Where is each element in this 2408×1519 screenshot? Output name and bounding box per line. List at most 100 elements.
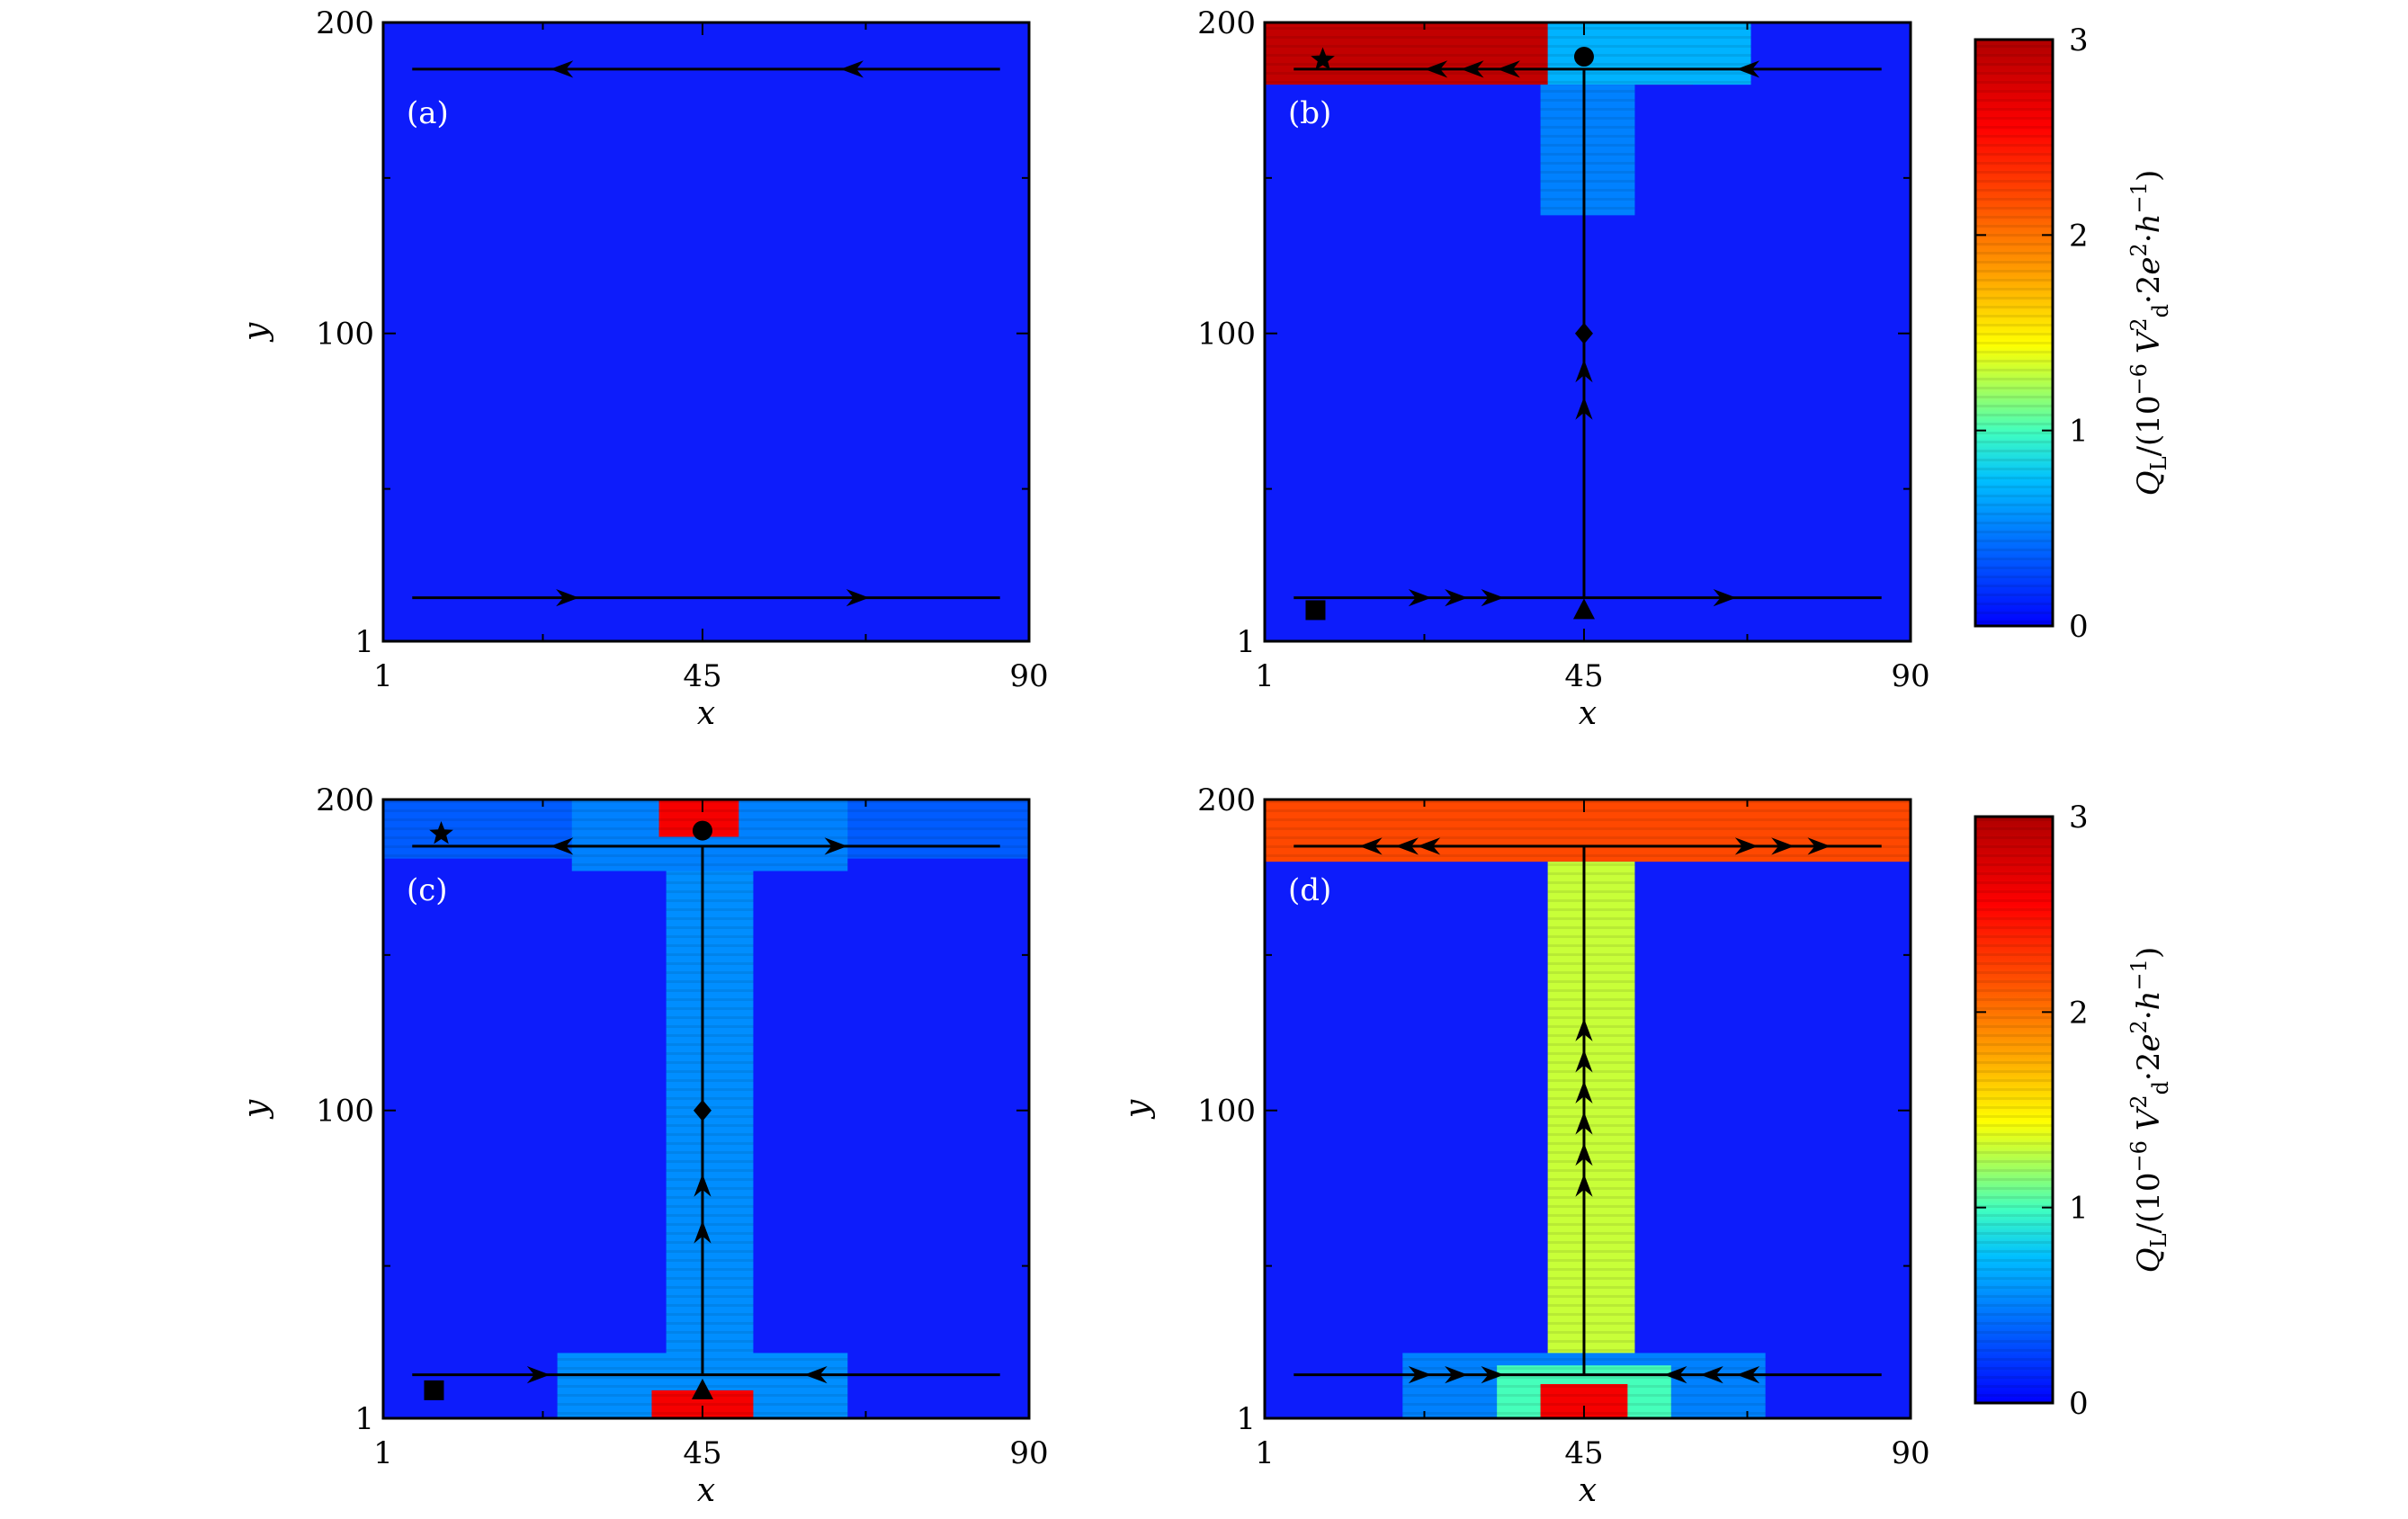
arrow-0-0 (550, 837, 574, 855)
arrow-0-2 (1497, 60, 1520, 78)
y-tick-label: 100 (316, 1094, 374, 1130)
panel-b: 1 45 90 1 100 200 x (b) (1197, 5, 1930, 732)
arrow-2-1 (1575, 1142, 1593, 1166)
panel-d: 1 45 90 1 100 200 x y (d) (1119, 782, 1930, 1509)
arrow-1-3 (1713, 588, 1737, 607)
x-axis-label: x (1579, 695, 1597, 732)
arrow-2-4 (1575, 1049, 1593, 1073)
colorbar-tick-label: 3 (2069, 22, 2089, 58)
colorbar-tick-label: 0 (2069, 609, 2089, 645)
arrow-0-5 (1807, 837, 1831, 855)
panel-label: (a) (407, 95, 449, 131)
arrow-0-0 (1359, 837, 1383, 855)
colorbar-tick-label: 1 (2069, 1191, 2089, 1227)
arrow-1-0 (556, 588, 579, 607)
arrow-1-0 (1408, 1365, 1432, 1384)
y-tick-label: 200 (1197, 5, 1256, 41)
x-tick-label: 1 (1255, 658, 1275, 694)
arrow-1-3 (1663, 1365, 1687, 1384)
arrow-2-1 (1575, 359, 1593, 383)
marker-circle (1573, 47, 1594, 67)
arrow-2-2 (1575, 1112, 1593, 1135)
x-tick-label: 1 (1255, 1435, 1275, 1471)
y-tick-label: 200 (1197, 782, 1256, 818)
y-tick-label: 200 (316, 5, 374, 41)
arrow-2-3 (1575, 1080, 1593, 1104)
colorbar-label: QL/(10−6 V2d·2e2·h−1) (2126, 947, 2173, 1273)
y-axis-label: y (237, 1099, 274, 1120)
colorbar-2: 0 1 2 3 QL/(10−6 V2d·2e2·h−1) (1974, 800, 2173, 1422)
arrow-2-1 (694, 1174, 712, 1197)
x-axis-label: x (1579, 1472, 1597, 1509)
arrow-1-2 (1481, 1365, 1505, 1384)
arrow-1-1 (1445, 1365, 1468, 1384)
arrow-1-0 (1408, 588, 1432, 607)
y-tick-label: 100 (316, 317, 374, 353)
arrow-0-1 (1460, 60, 1484, 78)
arrow-0-2 (1417, 837, 1441, 855)
arrow-0-1 (1395, 837, 1419, 855)
colorbar-tick-label: 2 (2069, 995, 2089, 1031)
x-tick-label: 45 (683, 658, 721, 694)
heat-region-texture-2 (1540, 85, 1635, 216)
colorbar-frame (1974, 38, 2054, 628)
colorbar-tick-label: 0 (2069, 1386, 2089, 1422)
y-tick-label: 1 (354, 624, 374, 660)
arrow-0-3 (1736, 60, 1760, 78)
plot-frame (1263, 798, 1912, 1420)
x-axis-label: x (697, 1472, 715, 1509)
colorbar-1: 0 1 2 3 QL/(10−6 V2d·2e2·h−1) (1974, 22, 2173, 645)
panel-label: (c) (407, 872, 448, 908)
arrow-0-1 (840, 60, 864, 78)
arrow-0-0 (550, 60, 574, 78)
y-tick-label: 100 (1197, 1094, 1256, 1130)
x-tick-label: 45 (683, 1435, 721, 1471)
x-axis-label: x (697, 695, 715, 732)
heat-region-texture-1 (1547, 862, 1635, 1369)
arrow-2-0 (1575, 397, 1593, 420)
marker-circle (692, 820, 712, 841)
colorbar-tick-label: 3 (2069, 800, 2089, 835)
panel-label: (d) (1288, 872, 1331, 908)
marker-diamond (693, 1099, 712, 1121)
colorbar-label: QL/(10−6 V2d·2e2·h−1) (2126, 170, 2173, 496)
marker-square (424, 1380, 444, 1400)
arrow-1-0 (526, 1365, 551, 1384)
x-tick-label: 90 (1009, 658, 1048, 694)
arrow-0-1 (824, 837, 848, 855)
y-tick-label: 100 (1197, 317, 1256, 353)
colorbar-tick-label: 2 (2069, 218, 2089, 254)
plot-frame (381, 798, 1031, 1420)
heat-region-texture-0 (1265, 800, 1911, 862)
y-tick-label: 1 (354, 1401, 374, 1437)
colorbar-frame (1974, 815, 2054, 1405)
panel-label: (b) (1288, 95, 1331, 131)
arrow-2-0 (694, 1220, 712, 1244)
marker-triangle (691, 1378, 713, 1399)
arrow-2-5 (1575, 1018, 1593, 1041)
colorbar-texture (1975, 40, 2053, 626)
plot-background (383, 22, 1029, 641)
arrow-1-2 (1481, 588, 1505, 607)
x-tick-label: 1 (373, 1435, 393, 1471)
heat-region-texture-2 (666, 871, 754, 1369)
plot-frame (1263, 21, 1912, 643)
y-tick-label: 200 (316, 782, 374, 818)
x-tick-label: 90 (1891, 658, 1929, 694)
marker-star (1311, 47, 1335, 70)
x-tick-label: 90 (1891, 1435, 1929, 1471)
plot-frame (381, 21, 1031, 643)
arrow-1-1 (1445, 588, 1468, 607)
y-axis-label: y (1119, 1099, 1156, 1120)
marker-diamond (1574, 322, 1593, 344)
arrow-2-0 (1575, 1174, 1593, 1197)
marker-star (429, 821, 453, 844)
arrow-1-1 (804, 1365, 828, 1384)
colorbar-texture (1975, 817, 2053, 1403)
x-tick-label: 45 (1564, 658, 1603, 694)
colorbar-tick-label: 1 (2069, 414, 2089, 450)
x-tick-label: 90 (1009, 1435, 1048, 1471)
y-tick-label: 1 (1236, 624, 1256, 660)
panel-c: 1 45 90 1 100 200 x y (c) (237, 782, 1049, 1509)
panel-a: 1 45 90 1 100 200 x y (a) (237, 5, 1049, 732)
